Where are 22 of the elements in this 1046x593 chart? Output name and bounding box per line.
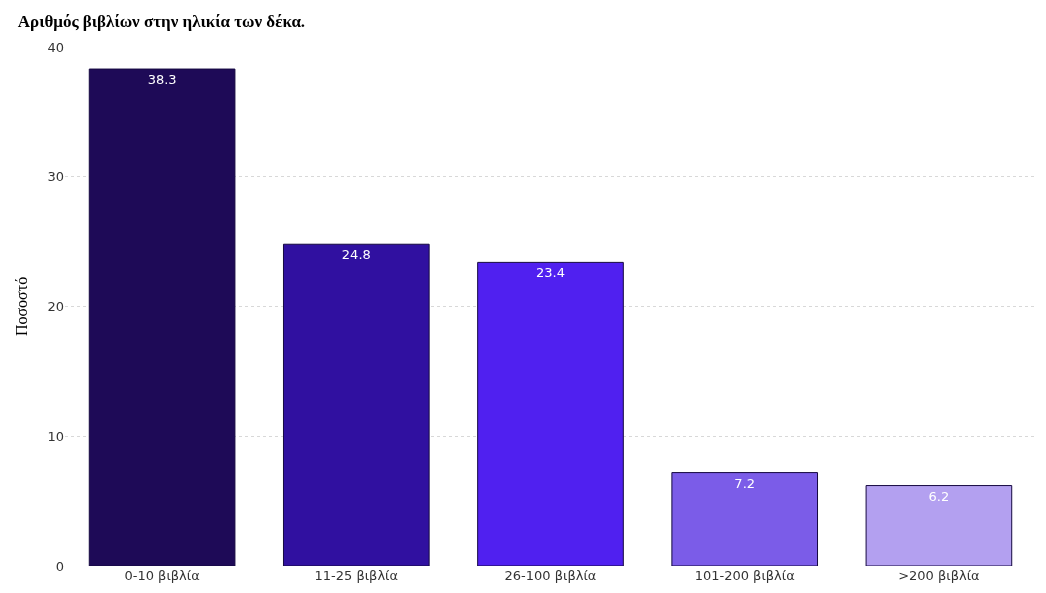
y-axis-title: Ποσοστό [13,276,31,337]
chart-title: Αριθμός βιβλίων στην ηλικία των δέκα. [17,11,306,31]
x-tick-label: 26-100 βιβλία [504,568,597,583]
x-tick-label: 101-200 βιβλία [694,568,795,583]
bar [477,261,624,566]
y-tick-label: 20 [47,299,64,315]
x-tick-label: 0-10 βιβλία [124,568,200,583]
y-tick-label: 40 [47,39,64,55]
data-label: 6.2 [928,488,950,504]
y-tick-label: 10 [47,428,64,444]
y-tick-label: 0 [55,558,64,574]
bar [671,472,819,566]
data-label: 24.8 [341,247,371,263]
data-label: 7.2 [734,475,756,491]
bar [865,485,1013,566]
bar [282,243,430,566]
y-tick-label: 30 [47,169,64,185]
data-label: 23.4 [536,265,565,281]
bar [88,68,236,566]
x-tick-label: 11-25 βιβλία [314,568,399,583]
data-label: 38.3 [147,72,177,88]
x-tick-label: >200 βιβλία [898,568,980,583]
